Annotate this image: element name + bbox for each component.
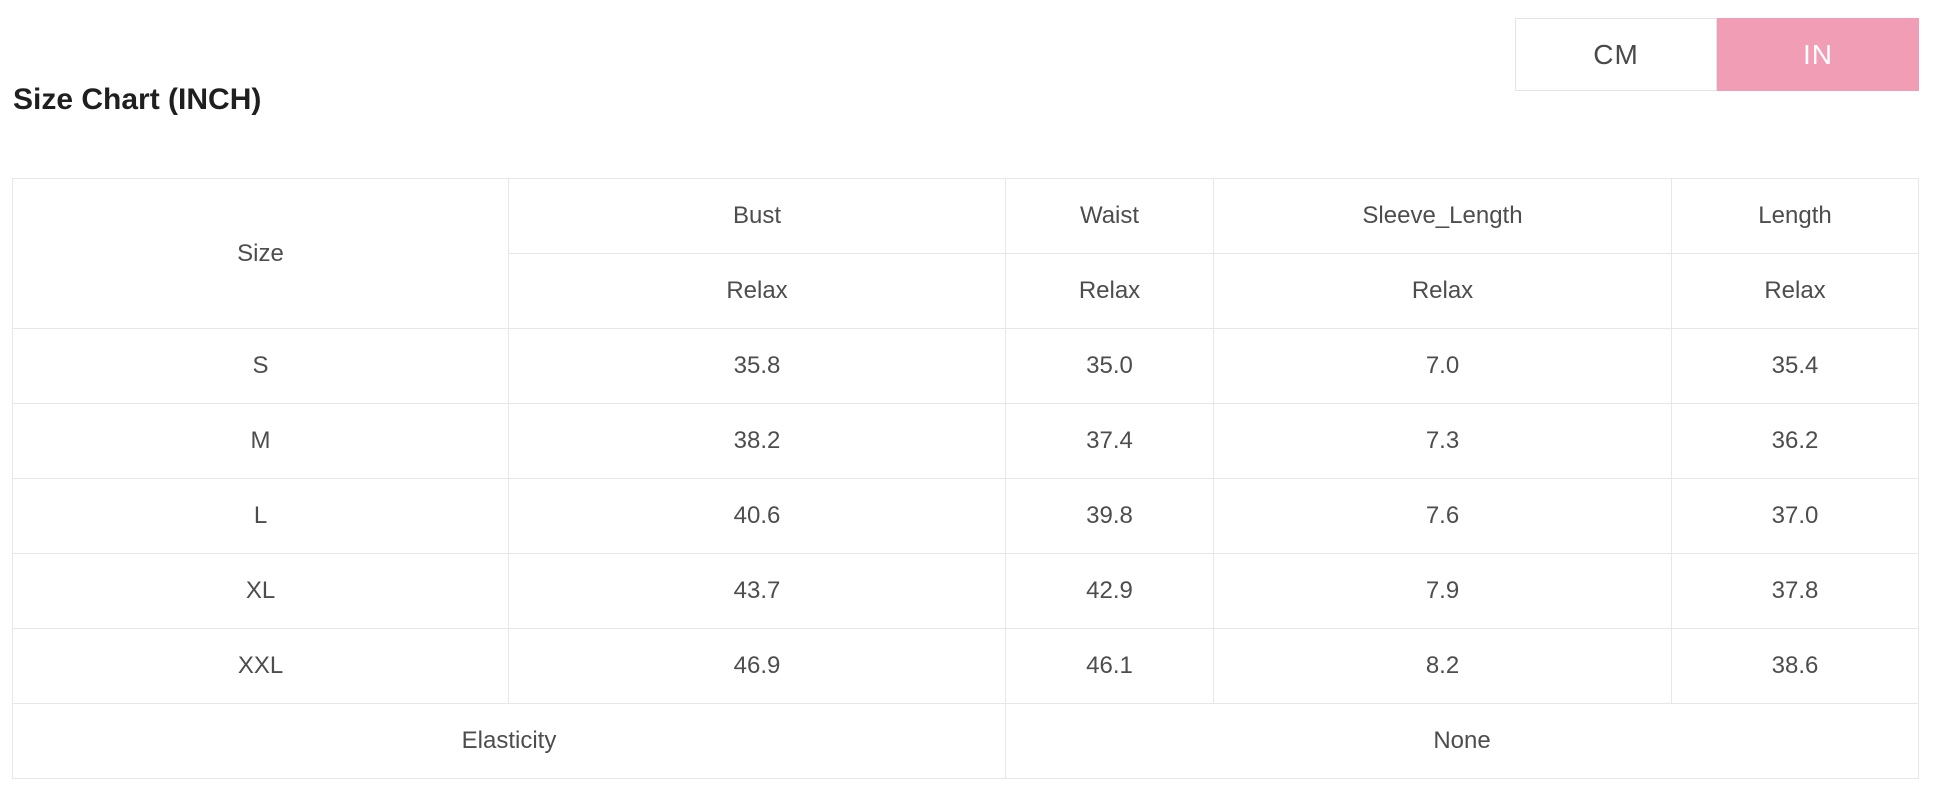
table-row-xxl: XXL 46.9 46.1 8.2 38.6	[12, 628, 1919, 704]
fit-cell-length: Relax	[1671, 253, 1919, 329]
fit-cell-bust: Relax	[508, 253, 1006, 329]
column-header-size: Size	[12, 178, 509, 329]
sleeve-length-value: 8.2	[1213, 628, 1672, 704]
elasticity-label: Elasticity	[12, 703, 1006, 779]
size-label: M	[12, 403, 509, 479]
bust-value: 46.9	[508, 628, 1006, 704]
bust-value: 43.7	[508, 553, 1006, 629]
length-value: 37.0	[1671, 478, 1919, 554]
length-value: 38.6	[1671, 628, 1919, 704]
size-label: XL	[12, 553, 509, 629]
bust-value: 35.8	[508, 328, 1006, 404]
table-row-elasticity: Elasticity None	[12, 703, 1919, 779]
length-value: 36.2	[1671, 403, 1919, 479]
unit-toggle: CM IN	[1515, 18, 1919, 91]
waist-value: 35.0	[1005, 328, 1214, 404]
table-row-xl: XL 43.7 42.9 7.9 37.8	[12, 553, 1919, 629]
size-label: XXL	[12, 628, 509, 704]
in-toggle-button[interactable]: IN	[1717, 18, 1919, 91]
table-row-m: M 38.2 37.4 7.3 36.2	[12, 403, 1919, 479]
table-row-l: L 40.6 39.8 7.6 37.0	[12, 478, 1919, 554]
waist-value: 42.9	[1005, 553, 1214, 629]
column-header-length: Length	[1671, 178, 1919, 254]
column-header-waist: Waist	[1005, 178, 1214, 254]
sleeve-length-value: 7.3	[1213, 403, 1672, 479]
header-row-measures: Size Bust Waist Sleeve_Length Length	[12, 178, 1919, 329]
size-label: L	[12, 478, 509, 554]
waist-value: 46.1	[1005, 628, 1214, 704]
sleeve-length-value: 7.6	[1213, 478, 1672, 554]
elasticity-value: None	[1005, 703, 1919, 779]
waist-value: 39.8	[1005, 478, 1214, 554]
sleeve-length-value: 7.9	[1213, 553, 1672, 629]
waist-value: 37.4	[1005, 403, 1214, 479]
cm-toggle-button[interactable]: CM	[1515, 18, 1717, 91]
bust-value: 38.2	[508, 403, 1006, 479]
bust-value: 40.6	[508, 478, 1006, 554]
fit-cell-waist: Relax	[1005, 253, 1214, 329]
table-row-s: S 35.8 35.0 7.0 35.4	[12, 328, 1919, 404]
column-header-bust: Bust	[508, 178, 1006, 254]
sleeve-length-value: 7.0	[1213, 328, 1672, 404]
length-value: 35.4	[1671, 328, 1919, 404]
column-header-sleeve-length: Sleeve_Length	[1213, 178, 1672, 254]
size-label: S	[12, 328, 509, 404]
size-chart-table: Size Bust Waist Sleeve_Length Length Rel…	[12, 178, 1919, 779]
fit-cell-sleeve-length: Relax	[1213, 253, 1672, 329]
page-title: Size Chart (INCH)	[13, 83, 262, 116]
length-value: 37.8	[1671, 553, 1919, 629]
